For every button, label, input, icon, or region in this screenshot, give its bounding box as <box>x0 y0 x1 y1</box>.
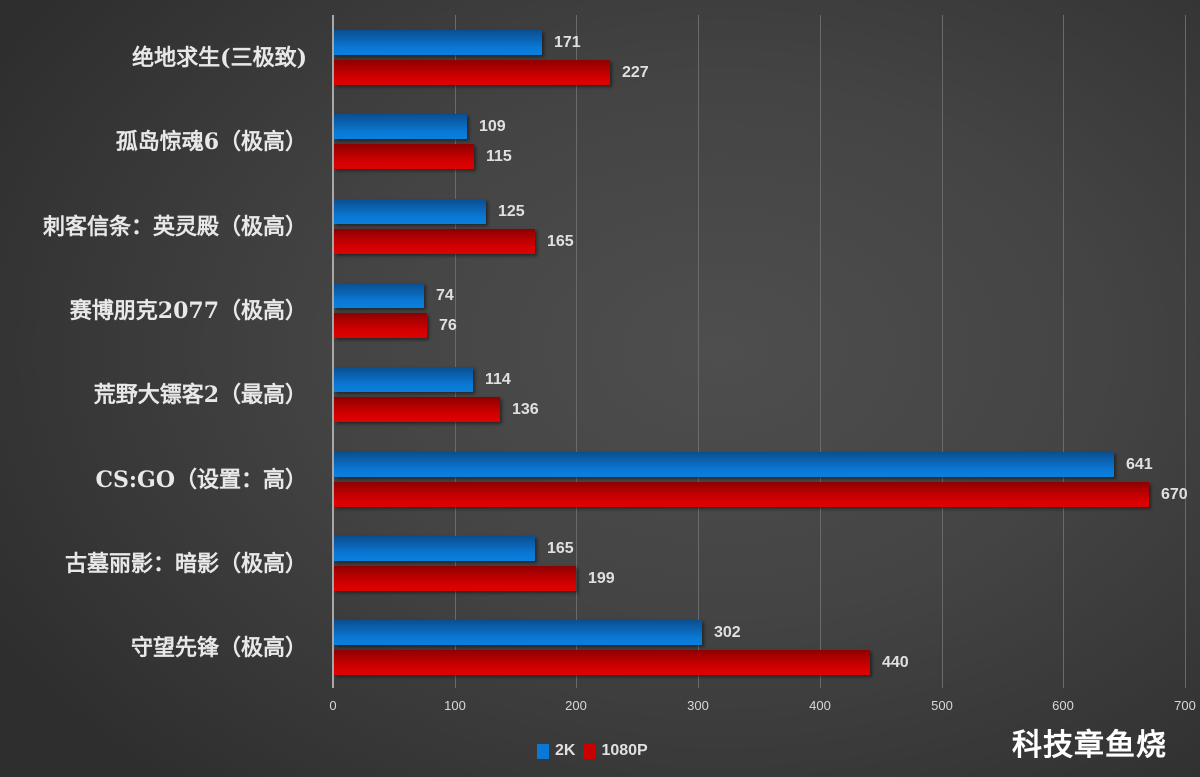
value-label: 171 <box>554 34 581 51</box>
value-label: 125 <box>498 203 525 220</box>
gridline <box>820 15 821 688</box>
y-axis-line <box>332 15 334 688</box>
legend-item-1080p: 1080P <box>583 742 648 760</box>
bar-2k <box>334 114 467 139</box>
value-label: 165 <box>547 233 574 250</box>
bar-2k <box>334 536 535 561</box>
bar-1080p <box>334 650 870 675</box>
legend-label-1080p: 1080P <box>601 742 648 759</box>
bar-1080p <box>334 229 535 254</box>
category-label: CS:GO（设置：高） <box>95 467 307 493</box>
x-tick-label: 400 <box>809 698 831 713</box>
value-label: 165 <box>547 540 574 557</box>
bar-2k <box>334 367 473 392</box>
x-tick-label: 500 <box>931 698 953 713</box>
x-tick-label: 600 <box>1052 698 1074 713</box>
value-label: 199 <box>588 570 615 587</box>
bar-1080p <box>334 60 610 85</box>
bar-1080p <box>334 482 1149 507</box>
bar-1080p <box>334 566 576 591</box>
value-label: 109 <box>479 118 506 135</box>
value-label: 670 <box>1161 486 1188 503</box>
x-tick-label: 700 <box>1174 698 1196 713</box>
bar-2k <box>334 452 1114 477</box>
bar-2k <box>334 283 424 308</box>
bar-1080p <box>334 144 474 169</box>
bar-2k <box>334 199 486 224</box>
bar-2k <box>334 620 702 645</box>
value-label: 227 <box>622 64 649 81</box>
bar-2k <box>334 30 542 55</box>
x-tick-label: 300 <box>687 698 709 713</box>
legend: 2K 1080P <box>537 742 650 760</box>
category-label: 古墓丽影：暗影（极高） <box>64 551 307 577</box>
category-label: 刺客信条：英灵殿（极高） <box>42 214 307 240</box>
gridline <box>942 15 943 688</box>
gridline <box>1063 15 1064 688</box>
legend-swatch-2k <box>537 743 549 759</box>
category-label: 荒野大镖客2（最高） <box>93 382 307 408</box>
value-label: 302 <box>714 624 741 641</box>
legend-label-2k: 2K <box>555 742 576 759</box>
x-tick-label: 0 <box>329 698 337 713</box>
value-label: 641 <box>1126 456 1153 473</box>
gridline <box>455 15 456 688</box>
category-label: 绝地求生(三极致) <box>132 45 307 71</box>
value-label: 114 <box>485 371 511 388</box>
value-label: 440 <box>882 654 909 671</box>
x-tick-label: 200 <box>565 698 587 713</box>
bar-1080p <box>334 313 427 338</box>
value-label: 74 <box>436 287 454 304</box>
category-label: 孤岛惊魂6（极高） <box>115 129 307 155</box>
category-label: 赛博朋克2077（极高） <box>69 298 307 324</box>
bar-1080p <box>334 397 500 422</box>
value-label: 136 <box>512 401 539 418</box>
category-label: 守望先锋（极高） <box>130 635 307 661</box>
gridline <box>1185 15 1186 688</box>
legend-item-2k: 2K <box>537 742 575 760</box>
value-label: 76 <box>439 317 457 334</box>
x-tick-label: 100 <box>444 698 466 713</box>
legend-swatch-1080p <box>583 743 596 759</box>
gridline <box>576 15 577 688</box>
value-label: 115 <box>486 148 512 165</box>
gridline <box>698 15 699 688</box>
watermark: 科技章鱼烧 <box>1012 728 1167 763</box>
